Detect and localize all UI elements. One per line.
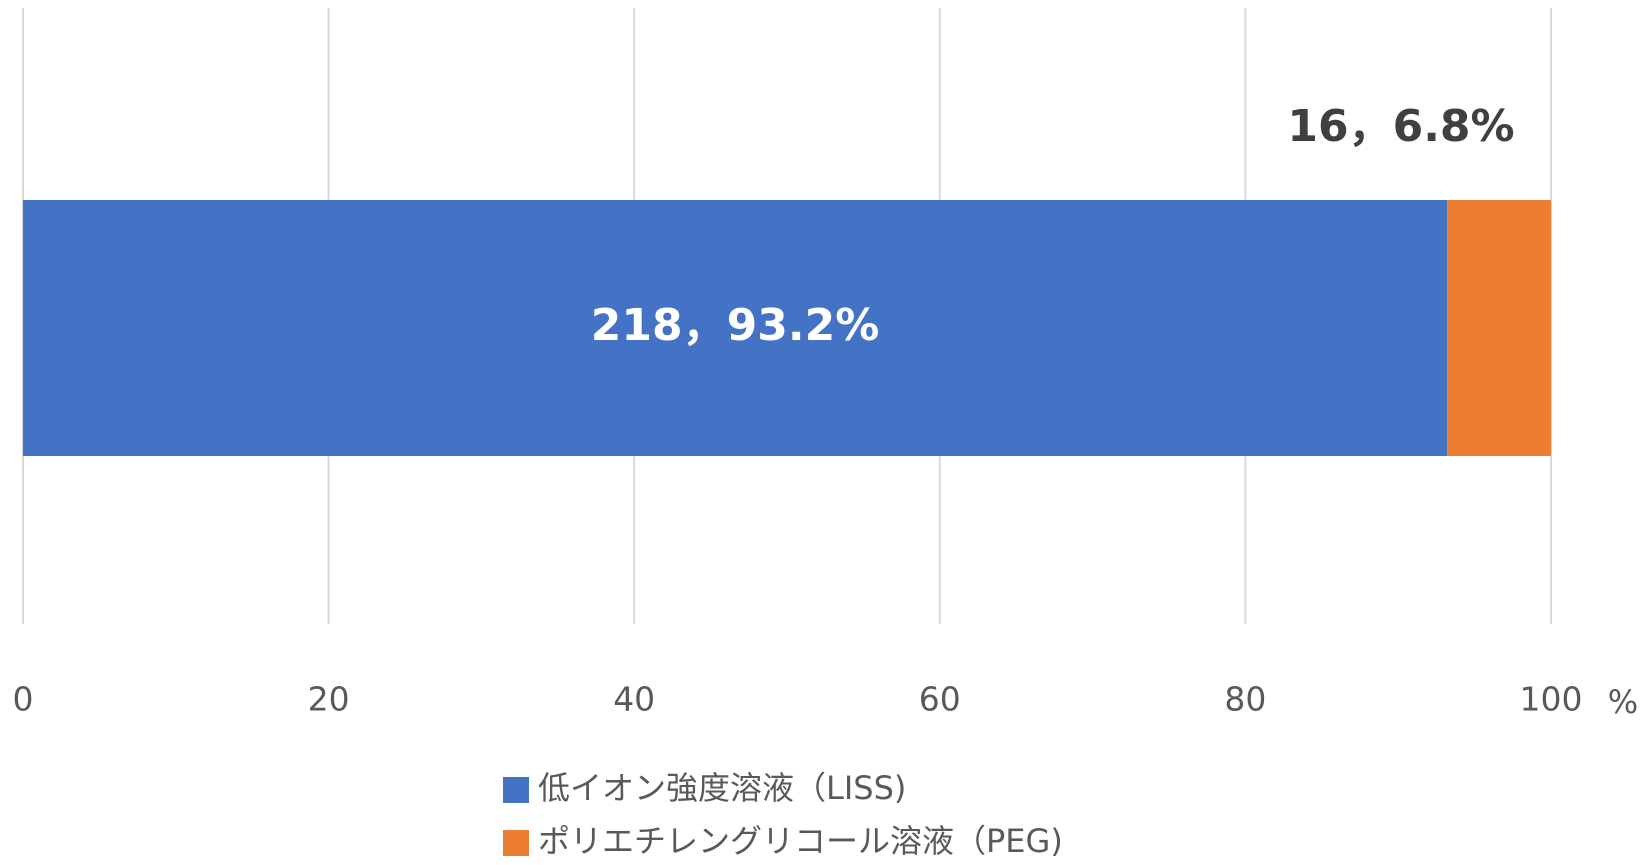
x-tick-label: 60	[919, 680, 961, 719]
x-tick-label: 100	[1520, 680, 1583, 719]
data-label: 16，6.8%	[1287, 101, 1514, 152]
x-tick-label: 0	[13, 680, 34, 719]
legend-swatch	[503, 777, 529, 803]
legend-label: 低イオン強度溶液（LISS)	[538, 769, 906, 807]
data-label: 218，93.2%	[591, 300, 880, 351]
x-axis-label: %	[1608, 683, 1638, 721]
x-tick-label: 20	[308, 680, 350, 719]
legend-label: ポリエチレングリコール溶液（PEG)	[538, 822, 1063, 860]
bar	[23, 200, 1448, 456]
x-tick-label: 40	[613, 680, 655, 719]
bar	[1447, 200, 1551, 456]
x-tick-label: 80	[1224, 680, 1266, 719]
legend-swatch	[503, 830, 529, 856]
